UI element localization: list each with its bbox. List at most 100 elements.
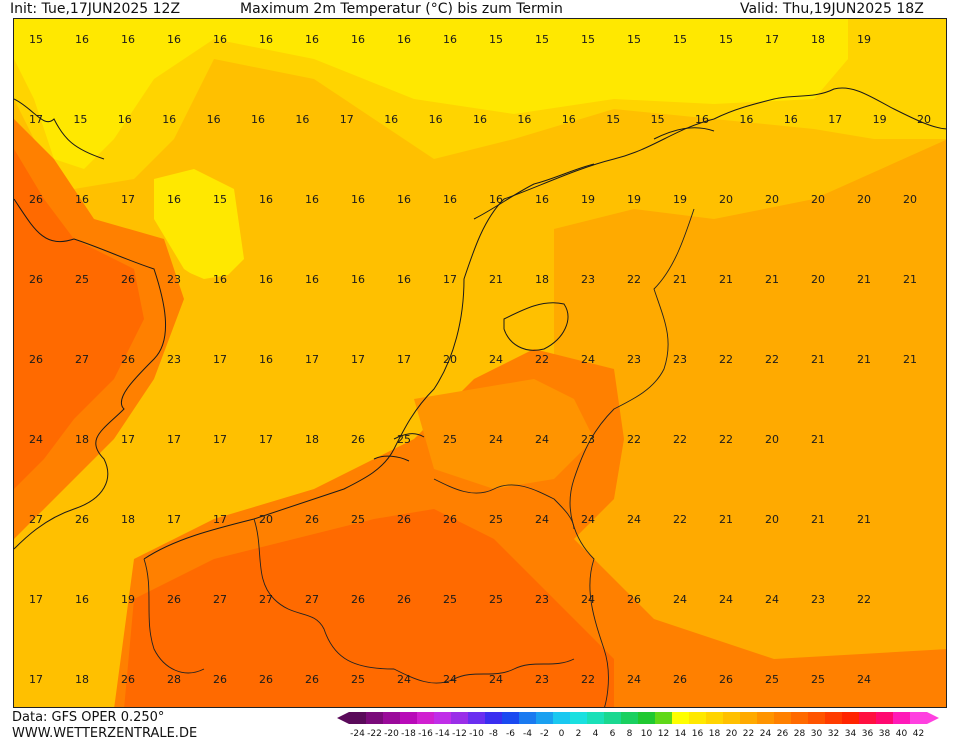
temp-label: 15 — [651, 113, 665, 126]
temp-label: 19 — [581, 193, 595, 206]
legend-swatch — [587, 712, 604, 724]
temp-label: 25 — [443, 593, 457, 606]
legend-swatch — [910, 712, 927, 724]
temp-label: 26 — [627, 593, 641, 606]
temp-label: 20 — [443, 353, 457, 366]
temp-label: 17 — [29, 593, 43, 606]
temp-label: 16 — [162, 113, 176, 126]
temp-field-14-patch — [154, 169, 244, 289]
temp-label: 24 — [627, 513, 641, 526]
temp-label: 21 — [811, 513, 825, 526]
temp-label: 18 — [535, 273, 549, 286]
chart-title: Maximum 2m Temperatur (°C) bis zum Termi… — [240, 1, 563, 17]
temp-label: 19 — [673, 193, 687, 206]
temp-label: 19 — [857, 33, 871, 46]
temp-label: 20 — [857, 193, 871, 206]
legend-swatch — [876, 712, 893, 724]
temp-label: 16 — [562, 113, 576, 126]
temp-label: 20 — [903, 193, 917, 206]
temp-label: 26 — [29, 353, 43, 366]
temp-label: 27 — [75, 353, 89, 366]
temp-label: 15 — [535, 33, 549, 46]
legend-swatch — [383, 712, 400, 724]
temp-label: 23 — [167, 273, 181, 286]
temp-label: 16 — [397, 33, 411, 46]
legend-tick-label: -24 — [350, 729, 365, 739]
temp-label: 18 — [75, 673, 89, 686]
legend-tick-label: 8 — [627, 729, 633, 739]
temp-label: 15 — [29, 33, 43, 46]
temp-label: 16 — [305, 273, 319, 286]
temp-label: 18 — [121, 513, 135, 526]
temp-label: 16 — [167, 193, 181, 206]
temp-label: 16 — [213, 273, 227, 286]
temp-label: 17 — [121, 433, 135, 446]
temp-label: 26 — [75, 513, 89, 526]
temp-label: 26 — [397, 513, 411, 526]
temp-field-22 — [554, 139, 946, 707]
legend-tick-label: -20 — [384, 729, 399, 739]
legend-swatch — [757, 712, 774, 724]
legend-swatch — [417, 712, 434, 724]
temp-label: 23 — [673, 353, 687, 366]
temp-label: 16 — [305, 193, 319, 206]
legend-tick-label: 32 — [828, 729, 839, 739]
legend-arrow-right — [927, 712, 939, 724]
temp-label: 16 — [443, 33, 457, 46]
temp-label: 26 — [167, 593, 181, 606]
temp-label: 26 — [259, 673, 273, 686]
temp-label: 17 — [167, 433, 181, 446]
temp-label: 24 — [397, 673, 411, 686]
temp-label: 16 — [259, 193, 273, 206]
legend-tick-label: 16 — [692, 729, 704, 739]
temp-label: 15 — [673, 33, 687, 46]
temp-label: 21 — [903, 273, 917, 286]
temp-label: 24 — [443, 673, 457, 686]
temp-label: 22 — [719, 353, 733, 366]
legend-swatch — [706, 712, 723, 724]
temp-label: 16 — [535, 193, 549, 206]
temp-label: 27 — [305, 593, 319, 606]
temp-label: 25 — [351, 673, 365, 686]
data-source: Data: GFS OPER 0.250° — [12, 710, 165, 725]
legend-swatch — [553, 712, 570, 724]
temp-label: 15 — [627, 33, 641, 46]
temp-label: 15 — [489, 33, 503, 46]
legend-swatch — [349, 712, 366, 724]
temp-label: 25 — [489, 593, 503, 606]
temp-label: 20 — [765, 513, 779, 526]
temp-label: 28 — [167, 673, 181, 686]
temp-label: 25 — [765, 673, 779, 686]
legend-tick-label: -14 — [435, 729, 450, 739]
temp-label: 25 — [351, 513, 365, 526]
temp-label: 27 — [29, 513, 43, 526]
temp-label: 25 — [489, 513, 503, 526]
legend-tick-label: -22 — [367, 729, 382, 739]
temp-label: 24 — [581, 513, 595, 526]
legend-swatch — [723, 712, 740, 724]
temp-label: 15 — [606, 113, 620, 126]
temp-label: 16 — [351, 273, 365, 286]
temp-label: 26 — [351, 593, 365, 606]
temp-label: 24 — [673, 593, 687, 606]
temp-label: 23 — [581, 433, 595, 446]
temp-label: 24 — [29, 433, 43, 446]
legend-swatch — [774, 712, 791, 724]
temp-label: 23 — [535, 593, 549, 606]
coastlines — [14, 87, 946, 560]
legend-swatch — [825, 712, 842, 724]
legend-tick-label: 38 — [879, 729, 891, 739]
temp-label: 22 — [627, 273, 641, 286]
temp-label: 24 — [581, 593, 595, 606]
temp-label: 17 — [121, 193, 135, 206]
legend-tick-label: -4 — [523, 729, 532, 739]
legend-swatch — [536, 712, 553, 724]
temp-label: 25 — [397, 433, 411, 446]
temp-label: 24 — [535, 433, 549, 446]
legend-tick-label: 34 — [845, 729, 857, 739]
legend-tick-label: 22 — [743, 729, 754, 739]
temp-label: 26 — [305, 673, 319, 686]
legend-tick-label: 18 — [709, 729, 721, 739]
temp-label: 21 — [857, 273, 871, 286]
temperature-map: 15 16 16 16 16 16 16 16 16 16 15 15 15 15 15 15 17 18 19 17… — [13, 18, 947, 708]
